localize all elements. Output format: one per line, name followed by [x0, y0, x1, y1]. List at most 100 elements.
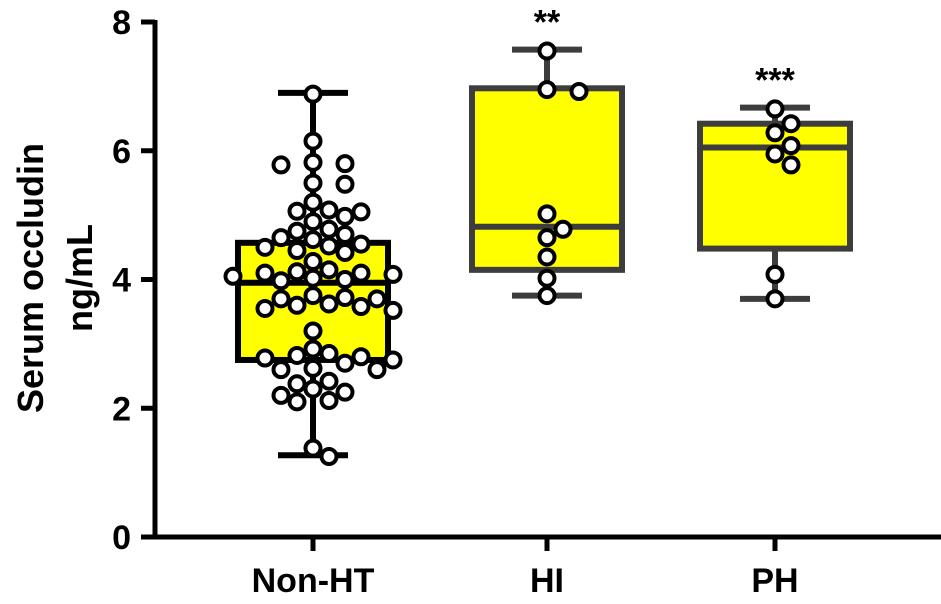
x-tick-label: HI — [530, 562, 564, 600]
data-point — [255, 298, 275, 318]
data-point — [367, 360, 387, 380]
data-point — [287, 262, 307, 282]
data-point — [319, 371, 339, 391]
data-point — [287, 241, 307, 261]
boxes: ***** — [223, 4, 853, 467]
data-point — [383, 300, 403, 320]
data-point — [537, 41, 557, 61]
data-point — [537, 247, 557, 267]
data-point — [351, 234, 371, 254]
data-point — [335, 353, 355, 373]
data-point — [303, 268, 323, 288]
data-point — [569, 82, 589, 102]
data-point — [335, 154, 355, 174]
data-point — [781, 155, 801, 175]
data-point — [319, 200, 339, 220]
data-point — [287, 221, 307, 241]
data-point — [255, 263, 275, 283]
data-point — [303, 230, 323, 250]
data-point — [303, 131, 323, 151]
data-point — [367, 289, 387, 309]
data-point — [537, 286, 557, 306]
data-point — [351, 202, 371, 222]
y-axis-label-line-1: Serum occludin — [10, 143, 51, 413]
data-point — [335, 242, 355, 262]
y-tick-label: 8 — [112, 4, 131, 42]
data-point — [537, 268, 557, 288]
data-point — [765, 289, 785, 309]
data-point — [383, 264, 403, 284]
data-point — [303, 152, 323, 172]
data-point — [271, 360, 291, 380]
data-point — [335, 270, 355, 289]
data-point — [351, 263, 371, 283]
axes: 0 2 4 6 8 Non-HT HI PH — [112, 4, 941, 600]
significance-marker: *** — [755, 62, 795, 100]
data-point — [303, 192, 323, 212]
data-point — [303, 251, 323, 271]
data-point — [287, 392, 307, 412]
x-tick-label: Non-HT — [252, 562, 375, 600]
data-point — [765, 144, 785, 164]
data-point — [303, 339, 323, 359]
box-group-non-ht — [223, 84, 403, 467]
data-point — [319, 236, 339, 256]
data-point — [319, 219, 339, 239]
data-point — [335, 206, 355, 226]
data-point — [287, 201, 307, 221]
data-point — [765, 264, 785, 284]
data-point — [287, 345, 307, 365]
data-point — [303, 358, 323, 378]
data-point — [335, 174, 355, 194]
data-point — [271, 385, 291, 405]
box-group-hi: ** — [469, 4, 625, 306]
data-point — [303, 212, 323, 232]
data-point — [553, 219, 573, 239]
y-tick-label: 6 — [112, 133, 131, 171]
data-point — [255, 237, 275, 257]
data-point — [287, 374, 307, 394]
data-point — [319, 294, 339, 314]
data-point — [287, 295, 307, 315]
data-point — [271, 271, 291, 291]
data-point — [351, 347, 371, 367]
data-point — [319, 344, 339, 364]
data-point — [537, 80, 557, 100]
data-point — [255, 348, 275, 368]
y-tick-label: 4 — [112, 262, 131, 300]
data-point — [335, 288, 355, 308]
data-point — [303, 438, 323, 458]
x-tick-label: PH — [751, 562, 798, 600]
data-point — [383, 350, 403, 370]
data-point — [537, 228, 557, 248]
data-point — [223, 266, 243, 286]
data-point — [781, 136, 801, 156]
data-point — [271, 289, 291, 309]
y-axis-label-line-2: ng/mL — [59, 224, 100, 332]
box-group-ph: *** — [697, 62, 853, 309]
y-tick-label: 2 — [112, 390, 131, 428]
data-point — [271, 155, 291, 175]
data-point — [351, 297, 371, 317]
data-point — [271, 228, 291, 248]
data-point — [303, 286, 323, 306]
data-point — [303, 379, 323, 399]
data-point — [537, 204, 557, 224]
data-point — [319, 447, 339, 467]
y-axis-label: Serum occludin ng/mL — [10, 143, 100, 413]
data-point — [303, 321, 323, 341]
data-point — [781, 114, 801, 134]
data-point — [765, 99, 785, 119]
data-point — [319, 391, 339, 411]
data-point — [765, 123, 785, 143]
data-point — [335, 224, 355, 244]
y-tick-label: 0 — [112, 519, 131, 557]
iqr-box — [697, 120, 853, 252]
data-point — [303, 173, 323, 193]
data-point — [319, 260, 339, 280]
data-point — [335, 382, 355, 402]
significance-marker: ** — [534, 4, 561, 42]
data-point — [303, 84, 323, 104]
